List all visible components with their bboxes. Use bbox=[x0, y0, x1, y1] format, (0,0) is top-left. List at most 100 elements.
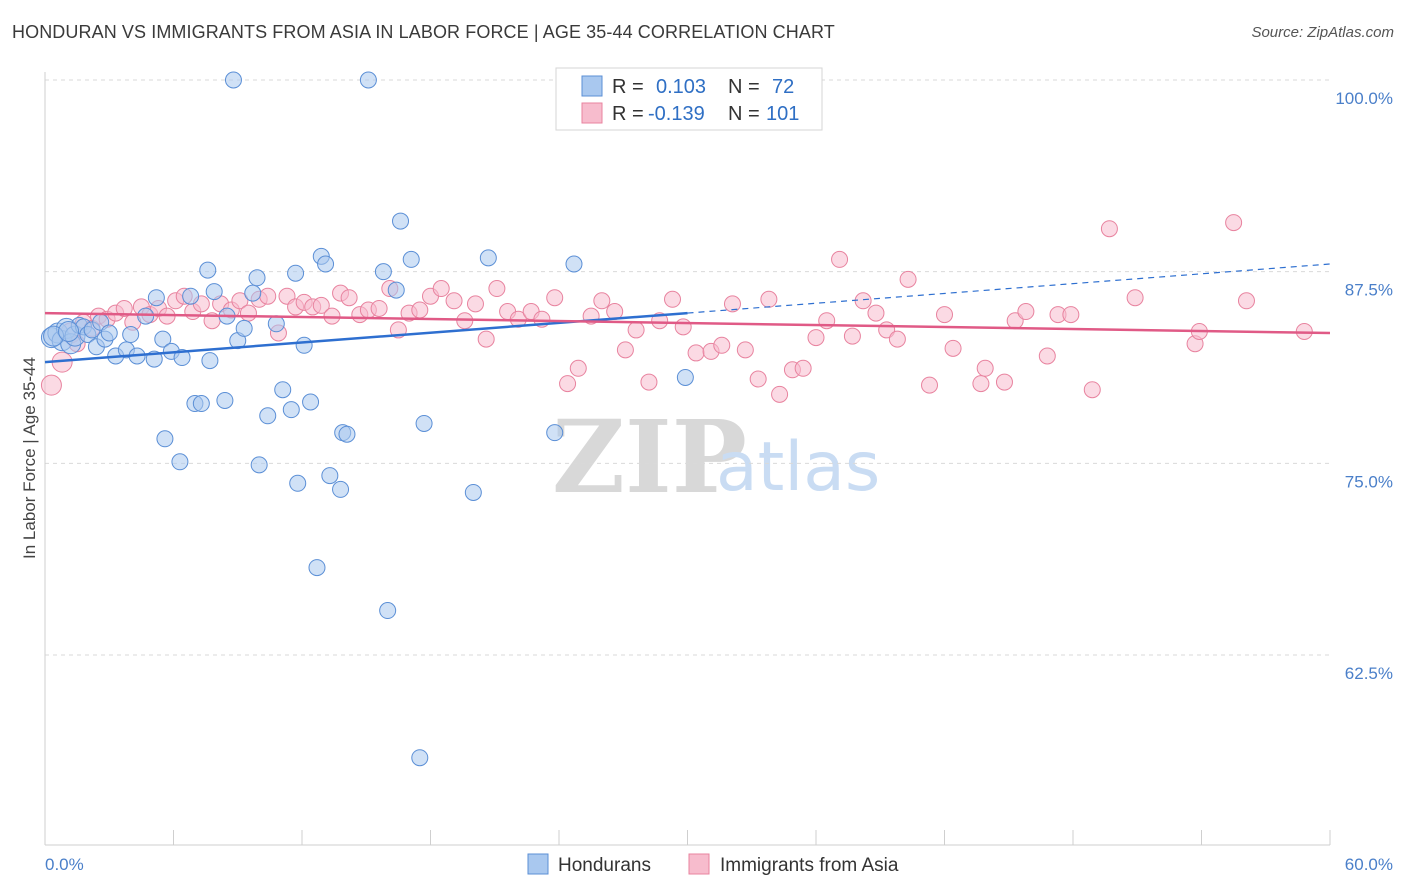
hondurans-point bbox=[267, 315, 285, 333]
legend-swatch-hondurans bbox=[527, 853, 549, 875]
hondurans-point bbox=[387, 281, 405, 299]
hondurans-point bbox=[58, 320, 80, 342]
immigrants-from-asia-point bbox=[736, 341, 754, 359]
hondurans-point bbox=[147, 289, 165, 307]
immigrants-from-asia-point bbox=[1062, 306, 1080, 324]
immigrants-from-asia-point bbox=[674, 318, 692, 336]
hondurans-point bbox=[192, 395, 210, 413]
hondurans-point bbox=[411, 749, 429, 767]
immigrants-from-asia-trend-line bbox=[44, 311, 1331, 335]
source-label: Source: ZipAtlas.com bbox=[1251, 24, 1394, 41]
immigrants-from-asia-point bbox=[115, 299, 133, 317]
immigrants-from-asia-point bbox=[1225, 214, 1243, 232]
hondurans-point bbox=[259, 407, 277, 425]
immigrants-from-asia-point bbox=[899, 270, 917, 288]
immigrants-from-asia-point bbox=[1038, 347, 1056, 365]
hondurans-point bbox=[415, 414, 433, 432]
stats-blue-r-label: R = bbox=[612, 76, 644, 98]
immigrants-from-asia-point bbox=[466, 295, 484, 313]
hondurans-point bbox=[302, 393, 320, 411]
hondurans-point bbox=[295, 336, 313, 354]
x-tick-marks bbox=[44, 830, 1331, 845]
hondurans-trend-extension bbox=[687, 263, 1331, 314]
immigrants-from-asia-point bbox=[995, 373, 1013, 391]
immigrants-from-asia-point bbox=[867, 304, 885, 322]
hondurans-point bbox=[317, 255, 335, 273]
y-tick-label: 62.5% bbox=[1345, 664, 1393, 683]
immigrants-from-asia-point bbox=[231, 292, 249, 310]
immigrants-from-asia-point bbox=[1237, 292, 1255, 310]
hondurans-point bbox=[250, 456, 268, 474]
immigrants-from-asia-point bbox=[1083, 381, 1101, 399]
immigrants-from-asia-point bbox=[888, 330, 906, 348]
stats-pink-swatch bbox=[581, 102, 603, 124]
hondurans-point bbox=[100, 324, 118, 342]
hondurans-point bbox=[289, 474, 307, 492]
immigrants-from-asia-point bbox=[477, 330, 495, 348]
immigrants-from-asia-point bbox=[831, 250, 849, 268]
immigrants-from-asia-point bbox=[1126, 289, 1144, 307]
immigrants-from-asia-point bbox=[312, 296, 330, 314]
hondurans-point bbox=[374, 263, 392, 281]
hondurans-point bbox=[235, 319, 253, 337]
hondurans-point bbox=[154, 330, 172, 348]
stats-pink-n-value: 101 bbox=[766, 103, 799, 125]
immigrants-from-asia-point bbox=[488, 280, 506, 298]
immigrants-from-asia-point bbox=[972, 375, 990, 393]
hondurans-point bbox=[332, 480, 350, 498]
stats-pink-r-label: R = bbox=[612, 103, 644, 125]
hondurans-point bbox=[565, 255, 583, 273]
y-axis-label: In Labor Force | Age 35-44 bbox=[20, 357, 39, 559]
chart-title: HONDURAN VS IMMIGRANTS FROM ASIA IN LABO… bbox=[12, 22, 835, 42]
stats-blue-n-value: 72 bbox=[772, 76, 794, 98]
legend-label-immigrants-from-asia: Immigrants from Asia bbox=[720, 855, 899, 876]
stats-pink-n-label: N = bbox=[728, 103, 760, 125]
hondurans-point bbox=[308, 559, 326, 577]
immigrants-from-asia-point bbox=[627, 321, 645, 339]
immigrants-from-asia-point bbox=[723, 295, 741, 313]
watermark-atlas: atlas bbox=[716, 428, 880, 507]
immigrants-from-asia-point bbox=[569, 359, 587, 377]
hondurans-point bbox=[137, 307, 155, 325]
immigrants-from-asia-point bbox=[411, 301, 429, 319]
y-tick-label: 87.5% bbox=[1345, 281, 1393, 300]
immigrants-from-asia-point bbox=[936, 306, 953, 324]
hondurans-point bbox=[224, 71, 242, 89]
immigrants-from-asia-point bbox=[546, 289, 564, 307]
hondurans-point bbox=[248, 269, 266, 287]
immigrants-from-asia-point bbox=[1100, 220, 1118, 238]
legend-label-hondurans: Hondurans bbox=[558, 855, 651, 876]
hondurans-point bbox=[321, 467, 339, 485]
hondurans-point bbox=[464, 483, 482, 501]
immigrants-from-asia-point bbox=[664, 290, 682, 308]
hondurans-point bbox=[122, 326, 140, 344]
hondurans-point bbox=[282, 401, 300, 419]
legend-swatch-immigrants-from-asia bbox=[688, 853, 710, 875]
x-tick-label-max: 60.0% bbox=[1345, 855, 1393, 874]
immigrants-from-asia-point bbox=[921, 376, 939, 394]
hondurans-point bbox=[479, 249, 497, 267]
immigrants-from-asia-point bbox=[944, 339, 962, 357]
immigrants-from-asia-point bbox=[239, 304, 257, 322]
y-tick-label: 100.0% bbox=[1335, 89, 1393, 108]
immigrants-from-asia-point bbox=[323, 307, 341, 325]
immigrants-from-asia-point bbox=[640, 373, 658, 391]
hondurans-point bbox=[379, 602, 397, 620]
immigrants-from-asia-point bbox=[713, 336, 731, 354]
y-tick-labels: 62.5% 75.0% 87.5% 100.0% bbox=[1335, 89, 1393, 683]
immigrants-from-asia-point bbox=[807, 329, 825, 347]
hondurans-point bbox=[402, 250, 420, 268]
hondurans-point bbox=[392, 212, 410, 230]
immigrants-from-asia-point bbox=[687, 344, 705, 362]
immigrants-from-asia-point bbox=[432, 280, 450, 298]
immigrants-from-asia-point bbox=[749, 370, 767, 388]
x-tick-label-min: 0.0% bbox=[45, 855, 84, 874]
stats-blue-n-label: N = bbox=[728, 76, 760, 98]
hondurans-point bbox=[216, 391, 234, 409]
immigrants-from-asia-point bbox=[616, 341, 634, 359]
stats-blue-swatch bbox=[581, 75, 603, 97]
watermark-zip: ZIP bbox=[552, 398, 747, 516]
hondurans-point bbox=[199, 261, 217, 279]
immigrants-from-asia-point bbox=[843, 327, 861, 345]
